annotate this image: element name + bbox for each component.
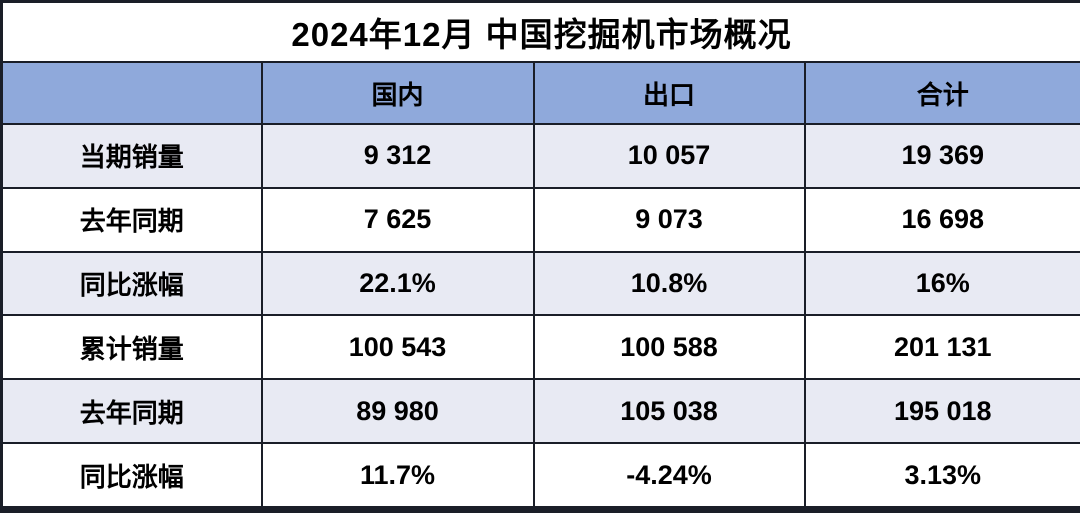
row-label: 去年同期 <box>0 186 263 253</box>
column-header-empty <box>0 61 263 125</box>
data-cell: 3.13% <box>803 442 1080 511</box>
column-header-domestic: 国内 <box>260 61 535 125</box>
table-row-yoy-change: 同比涨幅 22.1% 10.8% 16% <box>0 250 1080 317</box>
data-cell: -4.24% <box>532 442 806 511</box>
row-label: 当期销量 <box>0 123 263 189</box>
row-label: 累计销量 <box>0 314 263 381</box>
data-cell: 9 312 <box>260 123 535 189</box>
title-row: 2024年12月 中国挖掘机市场概况 <box>0 0 1080 63</box>
data-cell: 195 018 <box>803 378 1080 445</box>
data-cell: 100 543 <box>260 314 535 381</box>
data-cell: 19 369 <box>803 123 1080 189</box>
column-header-row: 国内 出口 合计 <box>0 61 1080 125</box>
data-cell: 105 038 <box>532 378 806 445</box>
table-row-cumulative-sales: 累计销量 100 543 100 588 201 131 <box>0 314 1080 381</box>
data-cell: 16% <box>803 250 1080 317</box>
row-label: 去年同期 <box>0 378 263 445</box>
table-row-last-year-same-period: 去年同期 7 625 9 073 16 698 <box>0 186 1080 253</box>
data-cell: 7 625 <box>260 186 535 253</box>
data-cell: 10 057 <box>532 123 806 189</box>
table-row-cumulative-yoy-change: 同比涨幅 11.7% -4.24% 3.13% <box>0 442 1080 511</box>
column-header-export: 出口 <box>532 61 806 125</box>
data-cell: 100 588 <box>532 314 806 381</box>
page-title: 2024年12月 中国挖掘机市场概况 <box>0 0 1080 63</box>
data-cell: 201 131 <box>803 314 1080 381</box>
data-cell: 9 073 <box>532 186 806 253</box>
row-label: 同比涨幅 <box>0 250 263 317</box>
data-cell: 10.8% <box>532 250 806 317</box>
column-header-total: 合计 <box>803 61 1080 125</box>
table-row-cumulative-last-year: 去年同期 89 980 105 038 195 018 <box>0 378 1080 445</box>
data-cell: 11.7% <box>260 442 535 511</box>
data-cell: 16 698 <box>803 186 1080 253</box>
table-row-current-sales: 当期销量 9 312 10 057 19 369 <box>0 123 1080 189</box>
data-cell: 22.1% <box>260 250 535 317</box>
row-label: 同比涨幅 <box>0 442 263 511</box>
data-cell: 89 980 <box>260 378 535 445</box>
